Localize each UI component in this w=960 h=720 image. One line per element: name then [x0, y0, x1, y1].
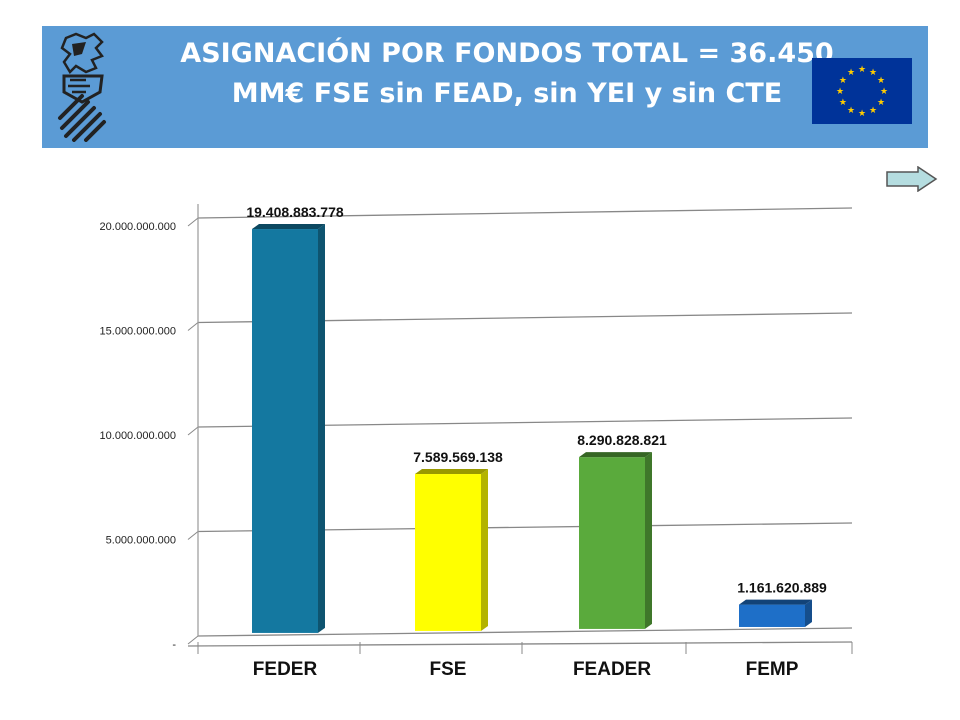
bar-side	[318, 224, 325, 633]
eu-star-icon: ★	[877, 97, 885, 107]
bar-femp	[739, 604, 805, 627]
chart-bars	[252, 224, 812, 633]
data-label: 19.408.883.778	[246, 204, 344, 220]
data-label: 7.589.569.138	[413, 449, 503, 465]
title-line-1: ASIGNACIÓN POR FONDOS TOTAL = 36.450	[180, 38, 834, 69]
gridline-depth	[187, 635, 199, 645]
x-axis-line	[187, 641, 853, 647]
bar-top	[579, 452, 652, 458]
eu-star-icon: ★	[847, 105, 855, 115]
y-tick-label: 20.000.000.000	[100, 221, 176, 233]
eu-star-icon: ★	[858, 64, 866, 74]
bar-side	[645, 452, 652, 629]
gridline-depth	[187, 217, 199, 227]
right-arrow-icon[interactable]	[886, 166, 938, 192]
bar-feder	[252, 229, 318, 633]
eu-flag-icon: ★★★★★★★★★ ★ ★★	[812, 58, 912, 124]
eu-star-icon: ★	[880, 86, 888, 96]
bar-feader	[579, 457, 645, 629]
eu-star-icon: ★	[869, 105, 877, 115]
bar-fse	[415, 474, 481, 631]
title-line-2: MM€ FSE sin FEAD, sin YEI y sin CTE	[231, 78, 783, 109]
eu-star-icon: ★	[858, 108, 866, 118]
eu-star-icon: ★	[836, 86, 844, 96]
eu-star-icon: ★	[839, 97, 847, 107]
gridline-depth	[187, 322, 199, 331]
x-tick-label: FEMP	[746, 659, 799, 680]
y-tick-label: 10.000.000.000	[100, 430, 176, 442]
gridline-depth	[187, 426, 199, 436]
gridline	[197, 207, 853, 219]
bar-top	[739, 599, 812, 605]
chart-labels: 19.408.883.778 FEDER 7.589.569.138 FSE 8.290…	[246, 204, 827, 680]
eu-star-icon: ★	[839, 75, 847, 85]
eu-star-icon: ★	[869, 67, 877, 77]
y-tick-label: 5.000.000.000	[106, 535, 176, 547]
y-tick-label: -	[172, 639, 176, 651]
chart-axes: - 5.000.000.000 10.000.000.000 15.000.000.0…	[100, 204, 853, 654]
bar-side	[481, 469, 488, 631]
page-title: ASIGNACIÓN POR FONDOS TOTAL = 36.450 MM€…	[162, 34, 852, 114]
bar-top	[252, 224, 325, 230]
x-tick-label: FEADER	[573, 659, 651, 680]
x-tick-label: FEDER	[253, 659, 318, 680]
bar-top	[415, 469, 488, 475]
bar-side	[805, 599, 812, 627]
y-tick-label: 15.000.000.000	[100, 326, 176, 338]
data-label: 1.161.620.889	[737, 580, 827, 596]
gridline	[197, 627, 853, 637]
valencian-crest-icon	[58, 32, 106, 142]
title-banner: ASIGNACIÓN POR FONDOS TOTAL = 36.450 MM€…	[42, 26, 928, 148]
data-label: 8.290.828.821	[577, 432, 667, 448]
gridline-depth	[187, 531, 199, 540]
eu-star-icon: ★	[877, 75, 885, 85]
x-tick-label: FSE	[430, 659, 467, 680]
eu-star-icon: ★	[847, 67, 855, 77]
